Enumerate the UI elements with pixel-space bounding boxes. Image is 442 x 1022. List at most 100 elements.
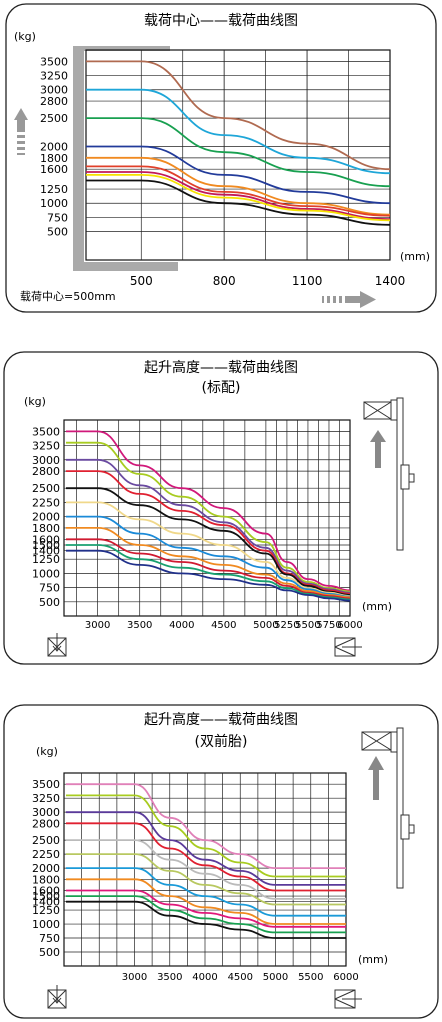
series-line-1	[86, 88, 391, 175]
series-line-10	[66, 549, 351, 602]
right-arrow-icon	[322, 291, 376, 308]
chart-panel-lift-height-standard: 起升高度——载荷曲线图 (标配) (kg) (mm)	[3, 351, 439, 665]
x-tick-label: 5750	[316, 620, 341, 631]
series-line-5	[66, 853, 346, 906]
x-tick-label: 4000	[192, 972, 217, 983]
x-axis-unit: (mm)	[358, 953, 388, 966]
y-tick-label: 3250	[32, 792, 60, 805]
y-tick-label: 3000	[40, 84, 68, 97]
y-tick-label: 1500	[32, 890, 60, 903]
y-tick-label: 500	[47, 226, 68, 239]
y-tick-label: 3500	[32, 425, 60, 438]
series-line-3	[86, 145, 391, 205]
y-tick-label: 3500	[32, 778, 60, 791]
pallet-side-icon	[334, 637, 362, 657]
y-tick-label: 2000	[32, 511, 60, 524]
x-tick-label: 1400	[375, 274, 406, 288]
series-line-9	[66, 895, 346, 934]
x-tick-label: 1100	[292, 274, 323, 288]
y-tick-label: 3000	[32, 806, 60, 819]
y-tick-label: 2500	[40, 112, 68, 125]
series-line-3	[66, 470, 351, 595]
x-tick-label: 4000	[169, 620, 194, 631]
series-line-2	[66, 811, 346, 886]
axis-decoration-top	[84, 46, 170, 51]
pallet-down-icon	[47, 633, 67, 657]
x-tick-label: 4500	[211, 620, 236, 631]
y-tick-label: 2800	[32, 817, 60, 830]
y-tick-label: 750	[39, 582, 60, 595]
axis-decoration-vertical	[73, 46, 84, 270]
y-tick-label: 1800	[32, 522, 60, 535]
x-tick-label: 500	[130, 274, 153, 288]
y-tick-label: 1800	[32, 873, 60, 886]
y-tick-label: 1000	[40, 197, 68, 210]
x-tick-label: 800	[213, 274, 236, 288]
series-line-10	[66, 900, 346, 939]
axis-decoration-horizontal	[73, 262, 178, 271]
y-tick-label: 3250	[32, 440, 60, 453]
x-tick-label: 6000	[333, 972, 358, 983]
y-tick-label: 1400	[32, 896, 60, 909]
y-tick-label: 3500	[40, 55, 68, 68]
y-tick-label: 2500	[32, 834, 60, 847]
y-tick-label: 2250	[32, 496, 60, 509]
series-line-6	[66, 867, 346, 917]
series-line-4	[86, 156, 391, 216]
load-center-note: 载荷中心=500mm	[20, 290, 116, 303]
pallet-side-icon	[334, 989, 362, 1009]
plot-area	[63, 419, 351, 617]
chart-title: 载荷中心——载荷曲线图	[144, 13, 298, 29]
x-tick-label: 6000	[337, 620, 362, 631]
y-tick-label: 1250	[32, 904, 60, 917]
y-tick-label: 2500	[32, 482, 60, 495]
x-tick-label: 5500	[298, 972, 323, 983]
y-tick-label: 2800	[40, 95, 68, 108]
y-tick-label: 3250	[40, 70, 68, 83]
series-line-7	[86, 174, 391, 222]
y-tick-label: 2000	[32, 862, 60, 875]
series-line-6	[86, 171, 391, 220]
x-tick-label: 3000	[85, 620, 110, 631]
y-tick-label: 1250	[32, 553, 60, 566]
y-tick-label: 1250	[40, 183, 68, 196]
series-line-3	[66, 822, 346, 892]
y-tick-label: 750	[39, 932, 60, 945]
series-line-2	[66, 458, 351, 594]
series-line-5	[86, 165, 391, 217]
y-tick-label: 1800	[40, 152, 68, 165]
y-tick-label: 2000	[40, 141, 68, 154]
y-axis-unit: (kg)	[36, 745, 58, 758]
x-axis-unit: (mm)	[400, 250, 430, 263]
x-tick-label: 3500	[127, 620, 152, 631]
series-line-5	[66, 501, 351, 597]
series-line-4	[66, 487, 351, 596]
series-line-9	[66, 544, 351, 601]
lift-up-arrow-icon	[368, 756, 384, 800]
series-line-1	[66, 794, 346, 878]
forklift-mast-icon	[363, 397, 415, 551]
series-line-7	[66, 527, 351, 599]
panel-frame	[3, 704, 439, 1019]
series-line-4	[66, 839, 346, 900]
x-tick-label: 3500	[157, 972, 182, 983]
lift-up-arrow-icon	[370, 430, 386, 468]
x-tick-label: 3000	[122, 972, 147, 983]
forklift-mast-icon	[361, 727, 415, 889]
y-axis-unit: (kg)	[14, 30, 36, 43]
chart-subtitle: (标配)	[202, 380, 241, 396]
series-line-0	[66, 430, 351, 592]
pallet-down-icon	[47, 985, 67, 1009]
y-tick-label: 2250	[32, 848, 60, 861]
y-tick-label: 750	[47, 211, 68, 224]
x-tick-label: 5000	[263, 972, 288, 983]
y-tick-label: 1600	[32, 885, 60, 898]
x-tick-label: 4500	[228, 972, 253, 983]
series-line-8	[86, 179, 391, 226]
series-line-8	[66, 538, 351, 600]
series-line-2	[86, 117, 391, 188]
y-tick-label: 2800	[32, 465, 60, 478]
y-tick-label: 1600	[32, 533, 60, 546]
